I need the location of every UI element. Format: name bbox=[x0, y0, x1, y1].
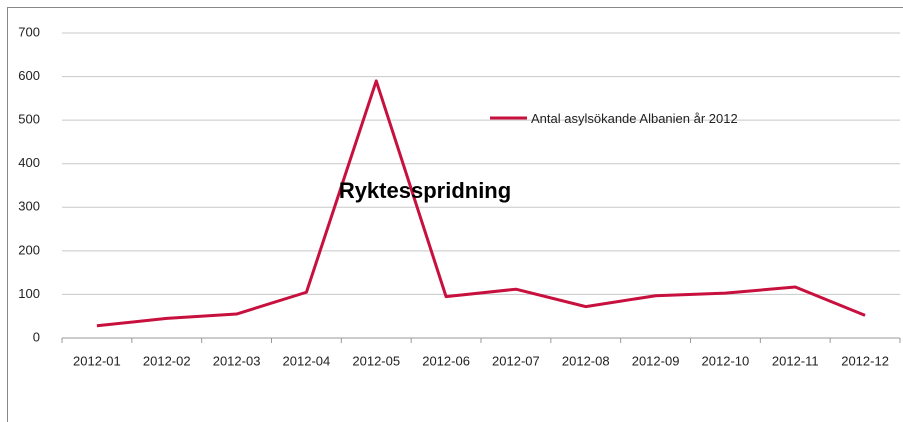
y-tick-label: 0 bbox=[33, 329, 40, 344]
x-tick-label: 2012-02 bbox=[143, 353, 191, 368]
x-tick-label: 2012-05 bbox=[352, 353, 400, 368]
x-tick-label: 2012-01 bbox=[73, 353, 121, 368]
y-tick-label: 100 bbox=[18, 286, 40, 301]
x-tick-label: 2012-12 bbox=[841, 353, 889, 368]
y-tick-label: 400 bbox=[18, 155, 40, 170]
x-tick-label: 2012-07 bbox=[492, 353, 540, 368]
x-tick-label: 2012-06 bbox=[422, 353, 470, 368]
y-tick-label: 200 bbox=[18, 242, 40, 257]
x-tick-label: 2012-08 bbox=[562, 353, 610, 368]
x-tick-label: 2012-10 bbox=[702, 353, 750, 368]
x-tick-label: 2012-04 bbox=[283, 353, 331, 368]
x-tick-label: 2012-09 bbox=[632, 353, 680, 368]
y-tick-label: 500 bbox=[18, 112, 40, 127]
legend-label: Antal asylsökande Albanien år 2012 bbox=[531, 111, 738, 126]
y-tick-label: 600 bbox=[18, 68, 40, 83]
annotation: Ryktesspridning bbox=[339, 178, 511, 203]
line-series bbox=[96, 79, 866, 328]
x-tick-label: 2012-11 bbox=[772, 353, 819, 368]
y-tick-label: 700 bbox=[18, 24, 40, 39]
y-tick-label: 300 bbox=[18, 199, 40, 214]
chart-frame bbox=[7, 7, 903, 422]
x-tick-label: 2012-03 bbox=[213, 353, 261, 368]
